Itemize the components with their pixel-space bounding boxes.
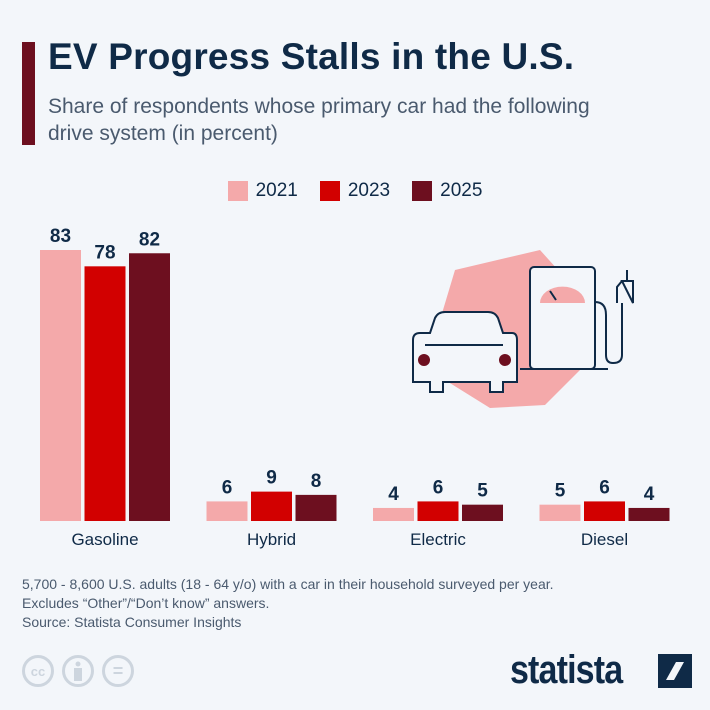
legend-label: 2021	[255, 180, 298, 201]
no-derivatives-icon[interactable]: =	[102, 655, 134, 687]
category-label: Electric	[410, 530, 466, 549]
bar-gasoline-2025	[129, 253, 170, 521]
creative-commons-icon[interactable]: cc	[22, 655, 54, 687]
footnote: 5,700 - 8,600 U.S. adults (18 - 64 y/o) …	[22, 575, 554, 613]
data-label: 8	[311, 471, 322, 492]
attribution-icon[interactable]	[62, 655, 94, 687]
logo-text: statista	[510, 648, 623, 692]
bar-chart: 83 78 82 Gasoline 6 9 8 Hybrid 4 6 5 Electric 5 6 4 Die…	[40, 226, 670, 549]
legend-label: 2025	[440, 180, 483, 201]
statista-logo-icon	[658, 653, 692, 688]
bar-hybrid-2023	[251, 491, 292, 521]
data-label: 9	[266, 468, 277, 489]
data-label: 82	[139, 229, 160, 250]
category-label: Hybrid	[247, 530, 296, 549]
data-label: 6	[433, 477, 444, 498]
legend: 2021 2023 2025	[0, 180, 710, 202]
title-accent-bar	[22, 42, 35, 145]
bar-diesel-2023	[584, 501, 625, 521]
chart-title: EV Progress Stalls in the U.S.	[48, 36, 575, 77]
data-label: 83	[50, 226, 71, 247]
license-icons: cc =	[22, 655, 134, 687]
legend-swatch	[227, 181, 248, 201]
car-fuel-pump-icon	[412, 250, 634, 408]
data-label: 78	[94, 242, 115, 263]
bar-electric-2021	[373, 507, 414, 521]
category-label: Diesel	[581, 530, 628, 549]
source: Source: Statista Consumer Insights	[22, 614, 242, 630]
chart-subtitle: Share of respondents whose primary car h…	[48, 95, 590, 145]
category-label: Gasoline	[71, 530, 138, 549]
bar-diesel-2025	[628, 507, 670, 521]
bar-electric-2025	[462, 504, 503, 521]
data-label: 5	[477, 481, 488, 502]
footnote-line: 5,700 - 8,600 U.S. adults (18 - 64 y/o) …	[22, 576, 554, 592]
data-label: 6	[222, 477, 233, 498]
legend-item-2025: 2025	[412, 180, 482, 202]
legend-label: 2023	[347, 180, 391, 201]
legend-item-2023: 2023	[319, 180, 391, 202]
bar-hybrid-2021	[206, 501, 248, 521]
legend-swatch	[412, 181, 433, 201]
data-label: 6	[599, 477, 610, 498]
bar-electric-2023	[417, 501, 459, 521]
bar-gasoline-2023	[84, 266, 126, 521]
data-label: 4	[644, 484, 655, 505]
legend-swatch	[319, 181, 340, 201]
bar-gasoline-2021	[40, 250, 81, 521]
legend-item-2021: 2021	[227, 180, 298, 202]
statista-logo[interactable]: statista	[510, 648, 692, 693]
data-label: 4	[388, 484, 399, 505]
bar-hybrid-2025	[295, 494, 337, 521]
footnote-line: Excludes “Other”/“Don’t know” answers.	[22, 595, 270, 611]
data-label: 5	[555, 481, 566, 502]
bar-diesel-2021	[539, 504, 581, 521]
